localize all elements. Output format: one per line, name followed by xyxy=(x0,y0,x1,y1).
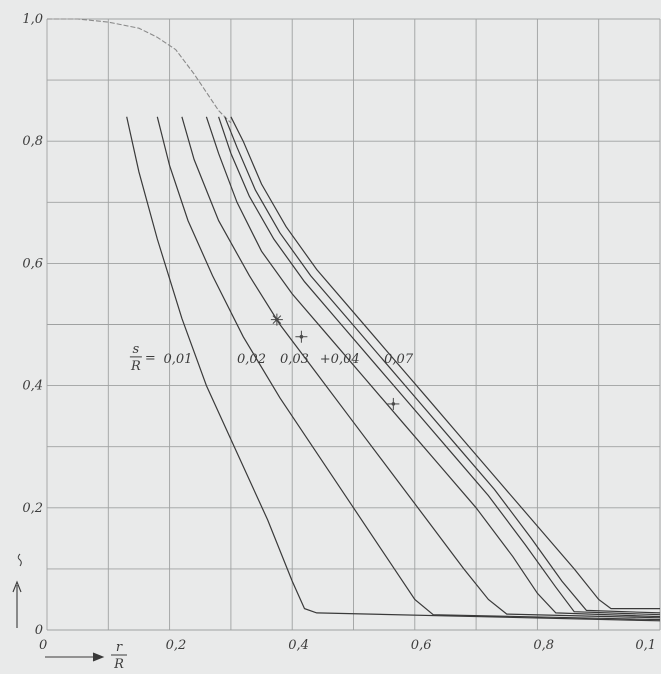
s-label-equals: = xyxy=(145,351,156,366)
data-marker xyxy=(295,330,308,343)
x-tick-label: 0,1 xyxy=(635,638,656,653)
y-tick-label: 0 xyxy=(35,623,43,638)
curve-label: 0,03 xyxy=(280,352,309,367)
series-line xyxy=(156,116,661,621)
series-line xyxy=(230,116,660,610)
y-axis-variable-glyph xyxy=(17,553,22,567)
series-lines xyxy=(126,116,661,622)
series-line xyxy=(126,116,661,622)
curve-label: 0,01 xyxy=(163,352,192,367)
grid xyxy=(46,18,661,631)
s-label-denominator: R xyxy=(130,359,141,374)
y-tick-label: 0,8 xyxy=(22,134,43,149)
data-marker xyxy=(387,397,400,410)
x-tick-label: 0 xyxy=(39,638,47,653)
curve-label: 0,07 xyxy=(384,352,414,367)
x-axis-label-denominator: R xyxy=(113,657,124,672)
curve-label: +0,04 xyxy=(320,352,360,367)
y-tick-label: 1,0 xyxy=(22,12,43,27)
series-line xyxy=(218,116,661,616)
s-over-r-label: s R = xyxy=(129,342,156,374)
y-tick-label: 0,6 xyxy=(22,256,43,271)
y-axis-arrow-head-icon xyxy=(12,580,22,593)
series-line xyxy=(181,116,661,619)
x-tick-label: 0,4 xyxy=(288,638,309,653)
reference-curve-line xyxy=(47,18,232,124)
x-tick-label: 0,8 xyxy=(533,638,554,653)
x-axis-label-numerator: r xyxy=(116,640,123,655)
y-tick-label: 0,2 xyxy=(22,501,43,516)
x-tick-label: 0,2 xyxy=(166,638,187,653)
x-axis-arrow-head-icon xyxy=(92,652,105,662)
tick-labels: 0 0,2 0,4 0,6 0,8 1,0 0 0,2 0,4 0,6 0,8 0,1 xyxy=(22,12,656,653)
curve-labels: s R = 0,01 0,02 0,03 +0,04 0,07 xyxy=(129,342,414,374)
series-line xyxy=(205,116,661,618)
axes: r R xyxy=(12,553,127,672)
reference-curve xyxy=(47,18,232,124)
y-tick-label: 0,4 xyxy=(22,379,43,394)
s-label-numerator: s xyxy=(133,342,140,357)
x-tick-label: 0,6 xyxy=(411,638,432,653)
curve-label: 0,02 xyxy=(237,352,266,367)
series-line xyxy=(224,116,661,614)
data-marker xyxy=(270,313,283,326)
markers xyxy=(270,313,400,410)
